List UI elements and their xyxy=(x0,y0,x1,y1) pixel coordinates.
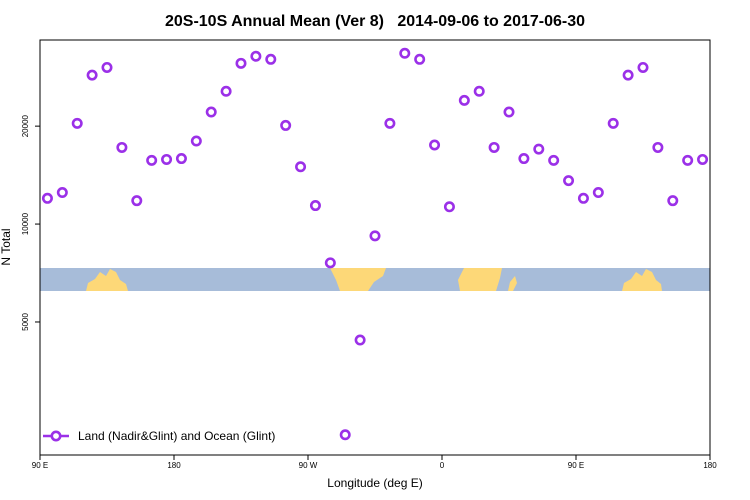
point xyxy=(488,141,500,153)
point xyxy=(384,117,396,129)
y-tick-label: 5000 xyxy=(21,313,30,331)
land xyxy=(330,268,386,291)
land xyxy=(622,269,662,291)
x-tick-label: 0 xyxy=(440,461,445,470)
point xyxy=(131,195,143,207)
point xyxy=(324,257,336,269)
point xyxy=(667,195,679,207)
point xyxy=(339,429,351,441)
point xyxy=(592,187,604,199)
x-tick-label: 90 E xyxy=(32,461,48,470)
legend-label: Land (Nadir&Glint) and Ocean (Glint) xyxy=(78,429,275,443)
point xyxy=(146,154,158,166)
point xyxy=(607,117,619,129)
point xyxy=(399,47,411,59)
point xyxy=(175,153,187,165)
y-tick-label: 20000 xyxy=(21,114,30,137)
point xyxy=(652,141,664,153)
point xyxy=(41,192,53,204)
point xyxy=(354,334,366,346)
point xyxy=(265,53,277,65)
point xyxy=(369,230,381,242)
legend-marker xyxy=(50,430,62,442)
y-tick-label: 10000 xyxy=(21,212,30,235)
point xyxy=(161,153,173,165)
point xyxy=(682,154,694,166)
point xyxy=(295,161,307,173)
land xyxy=(86,269,128,291)
x-tick-label: 90 E xyxy=(568,461,584,470)
point xyxy=(577,192,589,204)
point xyxy=(280,119,292,131)
point xyxy=(458,94,470,106)
point xyxy=(533,143,545,155)
land xyxy=(458,268,502,291)
point xyxy=(414,53,426,65)
x-tick-label: 90 W xyxy=(299,461,318,470)
point xyxy=(443,201,455,213)
point xyxy=(250,50,262,62)
plot-frame xyxy=(39,39,711,456)
point xyxy=(518,153,530,165)
point xyxy=(622,69,634,81)
point xyxy=(548,154,560,166)
point xyxy=(309,200,321,212)
point xyxy=(101,61,113,73)
y-axis-label: N Total xyxy=(0,228,13,265)
point xyxy=(205,106,217,118)
point xyxy=(86,69,98,81)
x-tick-label: 180 xyxy=(167,461,181,470)
land xyxy=(508,276,517,291)
point xyxy=(637,61,649,73)
point xyxy=(235,57,247,69)
point xyxy=(56,187,68,199)
point xyxy=(429,139,441,151)
point xyxy=(563,175,575,187)
point xyxy=(220,85,232,97)
point xyxy=(697,153,709,165)
point xyxy=(71,117,83,129)
point xyxy=(190,135,202,147)
point xyxy=(503,106,515,118)
x-tick-label: 180 xyxy=(703,461,717,470)
point xyxy=(116,141,128,153)
point xyxy=(473,85,485,97)
chart-title: 20S-10S Annual Mean (Ver 8) 2014-09-06 t… xyxy=(165,13,585,30)
x-axis-label: Longitude (deg E) xyxy=(327,476,422,490)
map-strip xyxy=(40,268,710,291)
